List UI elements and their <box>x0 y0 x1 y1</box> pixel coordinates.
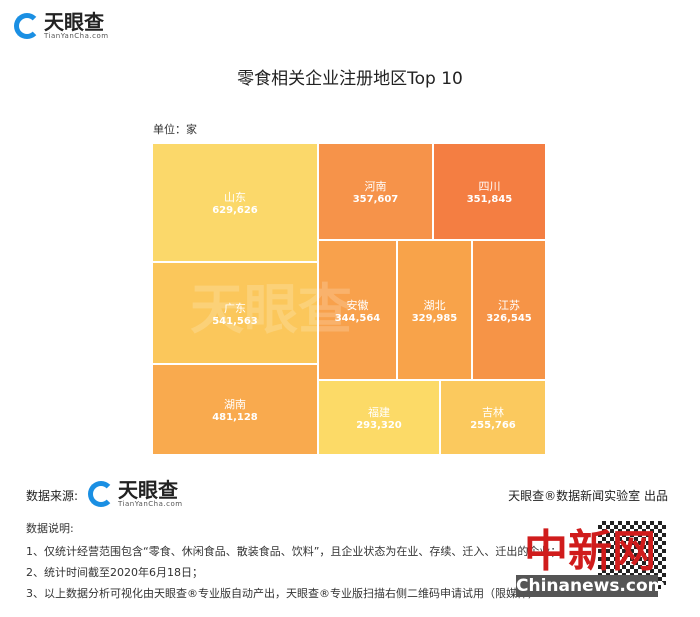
treemap-cell: 四川 351,845 <box>433 143 546 240</box>
chinanews-url: Chinanews.com <box>516 575 666 597</box>
treemap-cell: 江苏 326,545 <box>472 240 546 380</box>
cell-value: 351,845 <box>466 194 513 205</box>
cell-value: 326,545 <box>486 312 532 324</box>
note-2: 2、统计时间截至2020年6月18日； <box>26 566 203 579</box>
cell-name: 四川 <box>478 180 501 193</box>
logo-sub: TianYanCha.com <box>44 32 109 40</box>
cell-name: 吉林 <box>482 406 504 419</box>
note-3: 3、以上数据分析可视化由天眼查®专业版自动产出，天眼查®专业版扫描右侧二维码申请… <box>26 587 539 600</box>
treemap-cell: 安徽 344,564 <box>318 240 397 380</box>
cell-name: 湖北 <box>423 298 446 312</box>
cell-name: 湖南 <box>224 398 246 411</box>
cell-name: 江苏 <box>498 298 520 312</box>
note-1: 1、仅统计经营范围包含“零食、休闲食品、散装食品、饮料”，且企业状态为在业、存续… <box>26 545 562 558</box>
chart-title: 零食相关企业注册地区Top 10 <box>237 69 463 89</box>
treemap-cell: 河南 357,607 <box>318 143 433 240</box>
treemap-cell: 广东 541,563 <box>152 262 318 364</box>
cell-value: 357,607 <box>352 194 399 205</box>
chinanews-watermark: 中新网 <box>524 526 656 577</box>
treemap-cell: 山东 629,626 <box>152 143 318 262</box>
cell-name: 福建 <box>368 406 390 419</box>
treemap-cell: 湖南 481,128 <box>152 364 318 455</box>
cell-value: 481,128 <box>212 412 258 423</box>
unit-label: 单位：家 <box>153 123 197 136</box>
credit: 天眼查®数据新闻实验室 出品 <box>508 489 668 503</box>
source-logo: 天眼查 TianYanCha.com <box>88 480 183 508</box>
logo-icon <box>88 481 114 507</box>
cell-name: 广东 <box>224 301 246 315</box>
treemap-cell: 福建 293,320 <box>318 380 440 455</box>
logo-sub: TianYanCha.com <box>118 500 183 508</box>
treemap-cell: 吉林 255,766 <box>440 380 546 455</box>
logo-icon <box>14 13 40 39</box>
source-label: 数据来源: <box>26 489 79 503</box>
cell-name: 安徽 <box>346 298 369 312</box>
notes-title: 数据说明: <box>26 522 74 535</box>
cell-value: 344,564 <box>334 312 381 324</box>
cell-value: 255,766 <box>470 420 516 431</box>
cell-value: 329,985 <box>411 312 458 324</box>
cell-value: 629,626 <box>212 205 258 216</box>
treemap: 山东 629,626 广东 541,563 湖南 481,128 河南 357,607 四川 35… <box>152 143 546 455</box>
logo-name: 天眼查 <box>118 478 178 502</box>
logo-name: 天眼查 <box>44 10 104 34</box>
cell-value: 293,320 <box>356 420 402 431</box>
treemap-cell: 湖北 329,985 <box>397 240 472 380</box>
tianyancha-logo: 天眼查 TianYanCha.com <box>14 12 109 40</box>
cell-name: 山东 <box>224 191 246 204</box>
cell-name: 河南 <box>364 180 387 193</box>
cell-value: 541,563 <box>212 315 258 327</box>
